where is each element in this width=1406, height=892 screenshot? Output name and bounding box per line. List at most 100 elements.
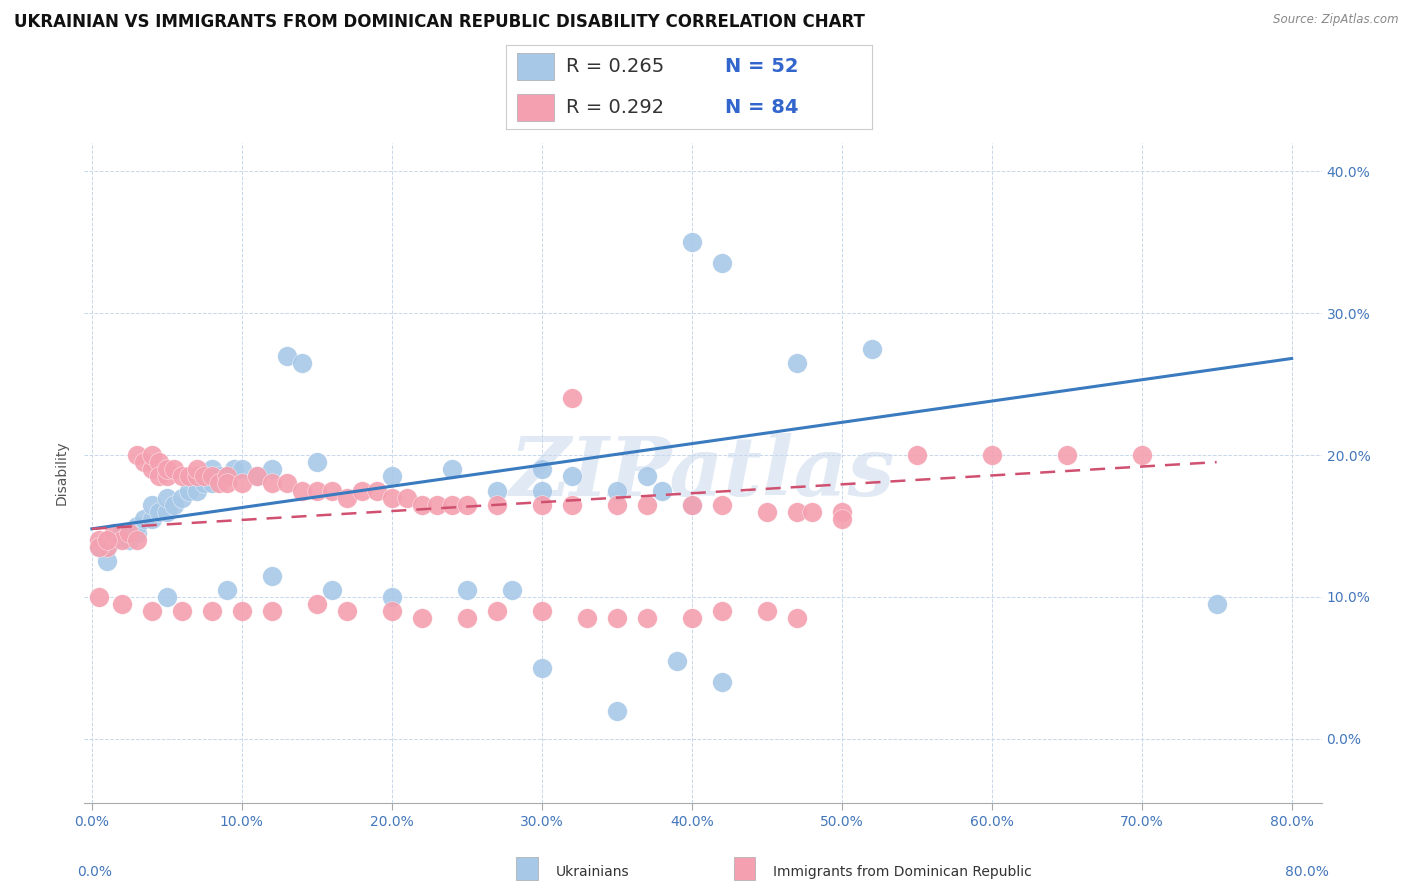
Point <box>456 498 478 512</box>
Point <box>125 533 148 548</box>
Point <box>561 469 583 483</box>
Point <box>179 483 201 498</box>
Point <box>305 597 328 611</box>
Text: 80.0%: 80.0% <box>1285 865 1329 880</box>
Point <box>156 469 179 483</box>
Point <box>276 476 298 491</box>
Text: N = 84: N = 84 <box>725 98 799 117</box>
Point <box>350 483 373 498</box>
Point <box>260 604 283 618</box>
Point <box>215 582 238 597</box>
Point <box>636 611 658 625</box>
Point <box>786 356 808 370</box>
Point <box>89 533 111 548</box>
Point <box>156 462 179 476</box>
Point <box>786 505 808 519</box>
Point <box>89 541 111 555</box>
Point <box>96 533 118 548</box>
Point <box>148 455 170 469</box>
Text: R = 0.292: R = 0.292 <box>567 98 665 117</box>
Point <box>606 704 628 718</box>
Point <box>395 491 418 505</box>
Point <box>381 469 404 483</box>
Point <box>305 455 328 469</box>
Point <box>141 498 163 512</box>
Point <box>276 349 298 363</box>
Text: N = 52: N = 52 <box>725 57 799 76</box>
Point <box>665 654 688 668</box>
Point <box>426 498 449 512</box>
Point <box>193 476 215 491</box>
Point <box>440 462 463 476</box>
Point <box>530 661 553 675</box>
Point <box>231 462 253 476</box>
Point <box>260 462 283 476</box>
Point <box>1056 448 1078 462</box>
Point <box>156 505 179 519</box>
Point <box>89 541 111 555</box>
Point <box>179 469 201 483</box>
Text: UKRAINIAN VS IMMIGRANTS FROM DOMINICAN REPUBLIC DISABILITY CORRELATION CHART: UKRAINIAN VS IMMIGRANTS FROM DOMINICAN R… <box>14 13 865 31</box>
Point <box>111 597 134 611</box>
Point <box>606 498 628 512</box>
Point <box>336 491 359 505</box>
Point <box>170 491 193 505</box>
Point <box>111 533 134 548</box>
Point <box>485 604 508 618</box>
Point <box>681 235 703 249</box>
Point <box>636 469 658 483</box>
Point <box>224 462 246 476</box>
Point <box>800 505 823 519</box>
Point <box>141 512 163 526</box>
Bar <box>517 94 554 120</box>
Point <box>710 604 733 618</box>
Point <box>125 448 148 462</box>
Point <box>561 391 583 405</box>
Point <box>170 469 193 483</box>
Point <box>201 476 224 491</box>
Point <box>530 498 553 512</box>
Point <box>215 469 238 483</box>
Point <box>636 498 658 512</box>
Point <box>89 541 111 555</box>
Text: 0.0%: 0.0% <box>77 865 112 880</box>
Point <box>148 505 170 519</box>
Point <box>148 469 170 483</box>
Point <box>215 476 238 491</box>
Point <box>208 469 231 483</box>
Point <box>305 483 328 498</box>
Point <box>606 611 628 625</box>
Point <box>501 582 523 597</box>
Point <box>156 590 179 604</box>
Point <box>755 604 778 618</box>
Point <box>201 469 224 483</box>
Point <box>193 469 215 483</box>
Point <box>246 469 269 483</box>
Point <box>786 611 808 625</box>
Point <box>321 483 343 498</box>
Point <box>530 604 553 618</box>
Point <box>485 483 508 498</box>
Point <box>231 604 253 618</box>
Point <box>1130 448 1153 462</box>
Point <box>141 604 163 618</box>
Point <box>485 498 508 512</box>
Text: ZIPatlas: ZIPatlas <box>510 433 896 513</box>
Point <box>260 476 283 491</box>
Point <box>103 526 125 541</box>
Point <box>156 491 179 505</box>
Point <box>134 455 156 469</box>
Point <box>710 675 733 690</box>
Point <box>381 604 404 618</box>
Point <box>411 611 433 625</box>
Point <box>530 462 553 476</box>
Point <box>186 462 208 476</box>
Point <box>260 568 283 582</box>
Point <box>440 498 463 512</box>
Point <box>1205 597 1227 611</box>
Point <box>291 356 314 370</box>
Point <box>291 483 314 498</box>
Point <box>186 483 208 498</box>
Point <box>710 498 733 512</box>
Point <box>530 483 553 498</box>
